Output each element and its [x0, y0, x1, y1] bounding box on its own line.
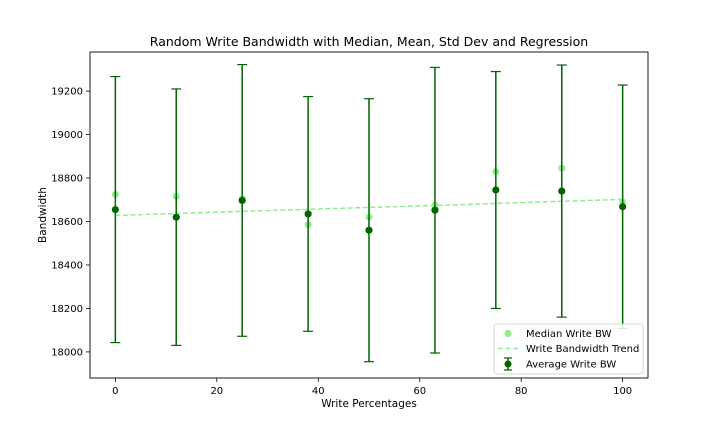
chart-title: Random Write Bandwidth with Median, Mean… — [150, 34, 588, 49]
average-point — [304, 210, 312, 218]
x-tick-label: 20 — [210, 386, 223, 397]
x-tick-label: 80 — [515, 386, 528, 397]
average-point — [238, 196, 246, 205]
y-tick-label: 19200 — [51, 87, 83, 98]
y-tick-label: 18600 — [51, 217, 83, 228]
average-point — [111, 205, 119, 214]
average-point — [172, 213, 180, 221]
y-tick-label: 18200 — [51, 304, 83, 315]
average-point — [431, 206, 439, 214]
legend-average-marker — [504, 360, 512, 368]
trend-line — [115, 198, 623, 217]
average-point — [619, 203, 627, 211]
y-tick-label: 18400 — [51, 260, 83, 271]
plot-area — [110, 64, 628, 363]
x-tick-label: 60 — [413, 386, 426, 397]
y-tick-label: 18800 — [51, 174, 83, 185]
x-axis: 0 20 40 60 80 100 — [112, 378, 632, 397]
x-axis-label: Write Percentages — [321, 398, 417, 410]
y-axis-label: Bandwidth — [37, 187, 49, 243]
y-axis: 18000 18200 18400 18600 18800 19000 19200 — [51, 87, 90, 358]
legend: Median Write BW Write Bandwidth Trend Aver… — [493, 323, 644, 375]
average-point — [492, 186, 500, 194]
legend-median-marker — [504, 330, 512, 337]
plot-frame — [89, 51, 649, 379]
average-point — [558, 187, 566, 195]
legend-box — [493, 323, 644, 375]
legend-average-label: Average Write BW — [526, 360, 616, 371]
x-tick-label: 100 — [613, 386, 632, 397]
x-tick-label: 0 — [112, 386, 118, 397]
legend-trend-label: Write Bandwidth Trend — [526, 344, 639, 355]
average-point — [365, 226, 373, 234]
legend-median-label: Median Write BW — [526, 329, 612, 340]
y-tick-label: 18000 — [51, 347, 83, 358]
x-tick-label: 40 — [312, 386, 325, 397]
y-tick-label: 19000 — [51, 130, 83, 141]
